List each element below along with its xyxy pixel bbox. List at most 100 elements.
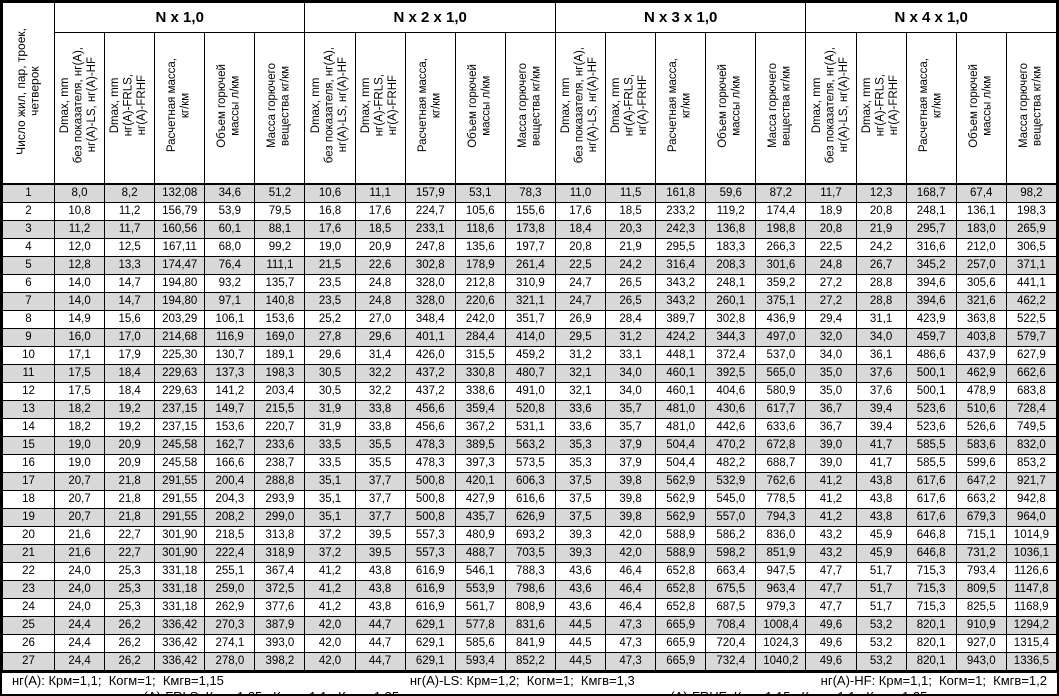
table-cell: 963,4 [755, 580, 807, 599]
table-cell: 504,4 [655, 454, 707, 473]
row-number: 17 [2, 472, 55, 491]
row-number: 12 [2, 382, 55, 401]
table-cell: 442,6 [705, 418, 757, 437]
table-cell: 44,7 [354, 634, 406, 653]
table-cell: 665,9 [655, 616, 707, 635]
row-count-column-label: Число жил, пар, троек, четверок [14, 27, 42, 155]
group-title-nx3: N x 3 x 1,0 [554, 2, 807, 33]
table-cell: 35,5 [354, 454, 406, 473]
table-row: 13 18,2 19,2 237,15 149,7 215,5 31,9 33,8 456,6 3… [2, 400, 1057, 419]
table-cell: 798,6 [504, 580, 556, 599]
table-cell: 573,5 [504, 454, 556, 473]
column-header-label: Объем горючей массы л/км [967, 63, 994, 148]
table-cell: 579,7 [1005, 328, 1057, 347]
column-header-label: Dmax, mm нг(А)-FRLS, нг(А)-FRHF [359, 74, 399, 137]
table-cell: 149,7 [204, 400, 256, 419]
table-cell: 593,4 [454, 652, 506, 671]
table-cell: 27,2 [805, 274, 857, 293]
column-header-label: Dmax, mm нг(А)-FRLS, нг(А)-FRHF [610, 74, 650, 137]
table-cell: 23,5 [304, 292, 356, 311]
table-cell: 24,7 [554, 292, 607, 311]
table-cell: 22,5 [554, 256, 607, 275]
table-row: 27 24,4 26,2 336,42 278,0 398,2 42,0 44,7 629,1 5… [2, 652, 1057, 671]
table-cell: 403,8 [955, 328, 1007, 347]
table-cell: 24,0 [53, 580, 106, 599]
table-cell: 688,7 [755, 454, 807, 473]
table-cell: 274,1 [204, 634, 256, 653]
table-cell: 749,5 [1005, 418, 1057, 437]
table-cell: 111,1 [254, 256, 306, 275]
table-cell: 37,7 [354, 490, 406, 509]
row-number: 19 [2, 508, 55, 527]
table-cell: 34,0 [605, 364, 657, 383]
table-cell: 617,6 [905, 472, 957, 491]
table-cell: 51,7 [855, 580, 907, 599]
table-cell: 51,2 [254, 183, 306, 203]
table-cell: 500,8 [404, 490, 456, 509]
table-cell: 17,6 [304, 220, 356, 239]
table-cell: 20,8 [554, 238, 607, 257]
column-header-g4-c2: Dmax, mm нг(А)-FRLS, нг(А)-FRHF [855, 32, 907, 185]
row-number: 9 [2, 328, 55, 347]
table-cell: 44,7 [354, 616, 406, 635]
table-cell: 18,9 [805, 202, 857, 221]
table-cell: 665,9 [655, 652, 707, 671]
row-number: 20 [2, 526, 55, 545]
table-cell: 42,0 [304, 652, 356, 671]
row-number: 24 [2, 598, 55, 617]
table-cell: 500,1 [905, 382, 957, 401]
table-cell: 37,2 [304, 544, 356, 563]
table-cell: 41,2 [805, 472, 857, 491]
table-cell: 491,0 [504, 382, 556, 401]
table-cell: 679,3 [955, 508, 1007, 527]
table-cell: 259,0 [204, 580, 256, 599]
table-cell: 646,8 [905, 544, 957, 563]
table-cell: 194,80 [154, 274, 206, 293]
table-cell: 225,30 [154, 346, 206, 365]
table-cell: 261,4 [504, 256, 556, 275]
table-cell: 99,2 [254, 238, 306, 257]
table-cell: 462,2 [1005, 292, 1057, 311]
table-cell: 392,5 [705, 364, 757, 383]
table-cell: 45,9 [855, 526, 907, 545]
table-cell: 299,0 [254, 508, 306, 527]
table-cell: 687,5 [705, 598, 757, 617]
table-cell: 32,0 [805, 328, 857, 347]
column-header-g3-c4: Объем горючей массы л/км [705, 32, 757, 185]
table-cell: 43,8 [354, 580, 406, 599]
table-cell: 478,9 [955, 382, 1007, 401]
table-cell: 793,4 [955, 562, 1007, 581]
table-cell: 24,0 [53, 598, 106, 617]
table-cell: 21,9 [605, 238, 657, 257]
table-cell: 301,6 [755, 256, 807, 275]
table-cell: 33,6 [554, 400, 607, 419]
table-cell: 19,2 [104, 418, 156, 437]
table-cell: 42,0 [605, 526, 657, 545]
table-cell: 31,9 [304, 418, 356, 437]
table-cell: 448,1 [655, 346, 707, 365]
table-cell: 156,79 [154, 202, 206, 221]
table-cell: 53,2 [855, 634, 907, 653]
table-cell: 665,9 [655, 634, 707, 653]
table-cell: 87,2 [755, 183, 807, 203]
table-cell: 557,0 [705, 508, 757, 527]
table-cell: 46,4 [605, 580, 657, 599]
table-cell: 174,4 [755, 202, 807, 221]
table-cell: 25,2 [304, 310, 356, 329]
table-cell: 140,8 [254, 292, 306, 311]
table-cell: 178,9 [454, 256, 506, 275]
table-cell: 21,8 [104, 472, 156, 491]
table-cell: 39,3 [554, 526, 607, 545]
table-cell: 198,3 [1005, 202, 1057, 221]
table-cell: 942,8 [1005, 490, 1057, 509]
table-cell: 79,5 [254, 202, 306, 221]
table-cell: 629,1 [404, 616, 456, 635]
table-cell: 41,2 [805, 490, 857, 509]
column-header-label: Расчетная масса, кг/км [416, 58, 443, 153]
table-cell: 328,0 [404, 292, 456, 311]
table-cell: 629,1 [404, 652, 456, 671]
table-row: 1 8,0 8,2 132,08 34,6 51,2 10,6 11,1 157,9 53,1 78… [2, 183, 1057, 203]
column-header-label: Объем горючей массы л/км [717, 63, 743, 148]
table-cell: 851,9 [755, 544, 807, 563]
column-header-g2-c2: Dmax, mm нг(А)-FRLS, нг(А)-FRHF [354, 32, 406, 185]
